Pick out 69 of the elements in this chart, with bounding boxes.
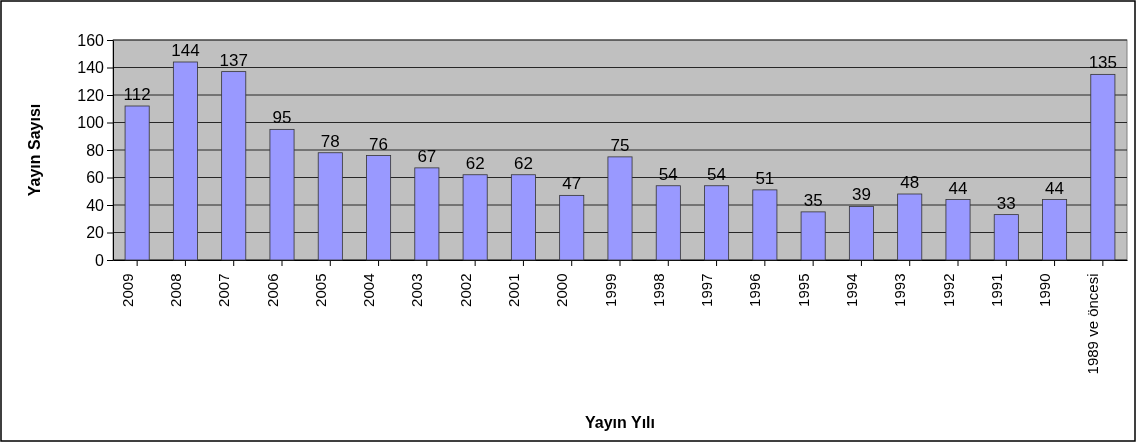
data-label: 39 xyxy=(851,185,871,205)
bar xyxy=(655,185,681,261)
bar xyxy=(510,174,536,261)
data-label: 48 xyxy=(900,173,920,192)
y-tick-label: 20 xyxy=(86,224,105,242)
bar xyxy=(559,194,585,261)
x-tick-label: 1990 xyxy=(1036,273,1054,307)
bar xyxy=(607,156,633,261)
x-tick-label: 2003 xyxy=(408,273,426,307)
data-label: 44 xyxy=(1045,178,1065,198)
bar xyxy=(172,61,198,261)
y-tick-label: 40 xyxy=(86,196,105,214)
data-label: 78 xyxy=(320,131,340,151)
bar xyxy=(800,211,826,261)
x-axis-title: Yayın Yılı xyxy=(585,414,655,431)
data-label: 144 xyxy=(171,41,200,60)
x-tick-label: 2004 xyxy=(360,273,378,307)
x-tick-label: 1996 xyxy=(746,273,764,307)
data-label: 75 xyxy=(610,135,630,155)
x-tick-label: 2008 xyxy=(166,273,184,307)
y-tick-label: 100 xyxy=(77,114,105,132)
bar xyxy=(752,189,778,261)
data-label: 137 xyxy=(219,50,248,70)
data-label: 47 xyxy=(562,174,582,194)
x-tick-label: 1999 xyxy=(601,273,619,307)
bar xyxy=(269,128,295,261)
y-tick-label: 60 xyxy=(86,169,105,187)
y-tick-label: 0 xyxy=(95,251,105,269)
bar xyxy=(124,105,150,261)
bar xyxy=(897,193,923,261)
x-tick-label: 1991 xyxy=(987,273,1005,307)
bar xyxy=(317,152,343,261)
x-tick-label: 2009 xyxy=(118,273,136,307)
x-tick-label: 1998 xyxy=(649,273,667,307)
bar xyxy=(221,71,247,261)
x-tick-label: 1993 xyxy=(891,273,909,307)
bar xyxy=(414,167,440,261)
bar xyxy=(945,199,971,261)
data-label: 112 xyxy=(123,85,151,104)
y-tick-label: 120 xyxy=(77,86,105,104)
x-tick-label: 2001 xyxy=(504,273,522,307)
bar xyxy=(1090,73,1116,261)
x-tick-label: 2005 xyxy=(311,273,329,307)
x-tick-label: 1994 xyxy=(842,273,860,307)
x-tick-label: 1995 xyxy=(794,273,812,307)
x-tick-label: 2000 xyxy=(553,273,571,307)
bar xyxy=(1042,199,1068,261)
data-label: 44 xyxy=(948,178,968,198)
y-tick-label: 80 xyxy=(86,141,105,159)
data-label: 62 xyxy=(465,153,485,173)
bar xyxy=(462,174,488,261)
data-label: 67 xyxy=(417,146,437,166)
data-label: 35 xyxy=(803,190,823,210)
bar xyxy=(848,205,874,261)
x-tick-label: 2002 xyxy=(456,273,474,307)
data-label: 62 xyxy=(513,153,533,173)
bar xyxy=(704,185,730,261)
data-label: 76 xyxy=(369,134,389,154)
x-tick-label: 2006 xyxy=(263,273,281,307)
data-label: 33 xyxy=(996,193,1016,213)
y-tick-label: 160 xyxy=(77,31,105,49)
x-tick-label: 2007 xyxy=(215,273,233,307)
y-tick-label: 140 xyxy=(77,59,105,77)
x-tick-label: 1989 ve öncesi xyxy=(1084,273,1102,375)
y-axis-title: Yayın Sayısı xyxy=(26,103,43,197)
x-tick-label: 1997 xyxy=(698,273,716,307)
bar xyxy=(366,155,392,261)
x-tick-label: 1992 xyxy=(939,273,957,307)
bar xyxy=(993,214,1019,261)
